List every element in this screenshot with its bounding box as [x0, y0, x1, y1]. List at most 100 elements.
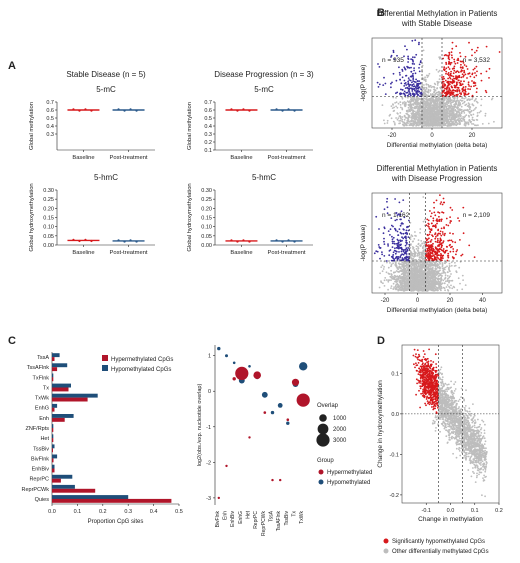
volcano-point [379, 247, 381, 250]
volcano-point [429, 93, 432, 96]
volcano-point [425, 99, 428, 101]
volcano-point [422, 107, 425, 110]
volcano-point [407, 122, 409, 125]
volcano-point [455, 101, 457, 104]
volcano-point [403, 90, 406, 93]
volcano-point [459, 103, 462, 106]
volcano-point [395, 117, 397, 119]
volcano-point [419, 101, 422, 104]
volcano-point [395, 79, 398, 82]
volcano-point [411, 88, 414, 90]
volcano-point [448, 122, 451, 125]
volcano-point [463, 71, 466, 73]
data-point [230, 239, 233, 242]
volcano-point [440, 283, 443, 286]
volcano-point [381, 270, 384, 273]
volcano-point [451, 56, 453, 59]
volcano-point [391, 238, 394, 241]
volcano-point [396, 112, 399, 115]
volcano-point [471, 48, 473, 51]
chart-B2: Differential Methylation in Patientswith… [360, 164, 503, 314]
volcano-point [462, 232, 465, 235]
volcano-point [436, 263, 439, 265]
volcano-point [416, 113, 418, 115]
volcano-point [437, 90, 440, 93]
volcano-point [439, 98, 442, 100]
volcano-point [447, 57, 450, 60]
volcano-point [430, 222, 433, 225]
volcano-point [451, 256, 454, 258]
volcano-point [485, 91, 488, 94]
volcano-point [446, 246, 448, 248]
volcano-point [415, 88, 418, 90]
volcano-point [438, 241, 441, 244]
volcano-point [451, 47, 454, 50]
volcano-point [419, 104, 422, 107]
volcano-point [429, 123, 432, 125]
volcano-point [429, 111, 431, 114]
volcano-point [441, 92, 443, 94]
volcano-point [461, 69, 463, 72]
volcano-point [451, 111, 454, 114]
volcano-point [475, 91, 478, 93]
volcano-point [413, 97, 415, 99]
volcano-point [409, 236, 412, 239]
volcano-point [455, 93, 458, 96]
volcano-point [469, 106, 472, 109]
volcano-point [487, 122, 490, 125]
volcano-point [423, 91, 425, 94]
volcano-point [449, 77, 452, 80]
volcano-point [464, 90, 467, 93]
volcano-point [391, 81, 393, 84]
volcano-point [460, 60, 463, 63]
x-tick-label: -20 [388, 133, 397, 139]
volcano-point [460, 66, 462, 69]
volcano-point [466, 105, 469, 107]
volcano-point [378, 228, 380, 230]
volcano-point [453, 99, 455, 102]
volcano-point [400, 82, 403, 85]
volcano-point [418, 67, 420, 69]
volcano-point [441, 84, 444, 86]
volcano-point [438, 112, 440, 114]
volcano-point [450, 93, 452, 95]
x-tick-label: Post-treatment [268, 250, 306, 256]
volcano-point [474, 82, 477, 84]
volcano-point [458, 89, 461, 92]
volcano-point [439, 273, 442, 275]
x-tick-label: 0 [430, 133, 434, 139]
volcano-point [436, 80, 439, 83]
y-axis-label: Global hydroxymethylation [187, 183, 193, 251]
volcano-point [398, 71, 401, 74]
volcano-point [428, 113, 431, 116]
volcano-point [398, 281, 401, 283]
volcano-point [452, 116, 455, 119]
volcano-point [498, 51, 501, 53]
volcano-point [464, 86, 467, 88]
volcano-point [447, 83, 450, 86]
volcano-point [470, 114, 473, 117]
volcano-point [429, 103, 432, 105]
volcano-point [465, 121, 467, 124]
volcano-point [410, 119, 413, 121]
volcano-point [441, 231, 444, 233]
volcano-point [439, 113, 442, 116]
volcano-point [462, 118, 464, 121]
volcano-point [425, 105, 428, 107]
volcano-point [403, 101, 406, 103]
volcano-point [446, 90, 448, 92]
volcano-point [399, 116, 402, 118]
volcano-point [399, 106, 402, 109]
volcano-point [453, 103, 455, 106]
volcano-point [436, 82, 439, 85]
volcano-point [399, 224, 402, 227]
volcano-point [421, 83, 424, 86]
volcano-point [475, 100, 478, 103]
volcano-point [460, 80, 462, 83]
volcano-point [402, 199, 405, 202]
volcano-point [426, 100, 429, 102]
volcano-point [417, 116, 420, 119]
volcano-point [446, 289, 449, 291]
volcano-point [484, 112, 487, 115]
volcano-point [455, 121, 458, 124]
